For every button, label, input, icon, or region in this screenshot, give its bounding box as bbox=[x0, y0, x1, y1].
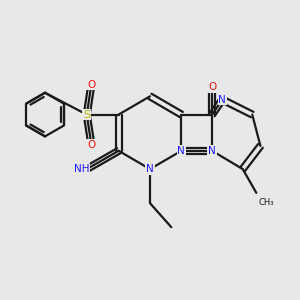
Text: N: N bbox=[218, 94, 226, 105]
Text: NH: NH bbox=[74, 164, 90, 174]
Text: O: O bbox=[87, 140, 95, 149]
Text: S: S bbox=[83, 110, 90, 120]
Text: N: N bbox=[208, 146, 216, 156]
Text: O: O bbox=[87, 80, 95, 90]
Text: N: N bbox=[178, 146, 185, 156]
Text: CH₃: CH₃ bbox=[259, 198, 274, 207]
Text: N: N bbox=[146, 164, 154, 174]
Text: O: O bbox=[208, 82, 216, 92]
